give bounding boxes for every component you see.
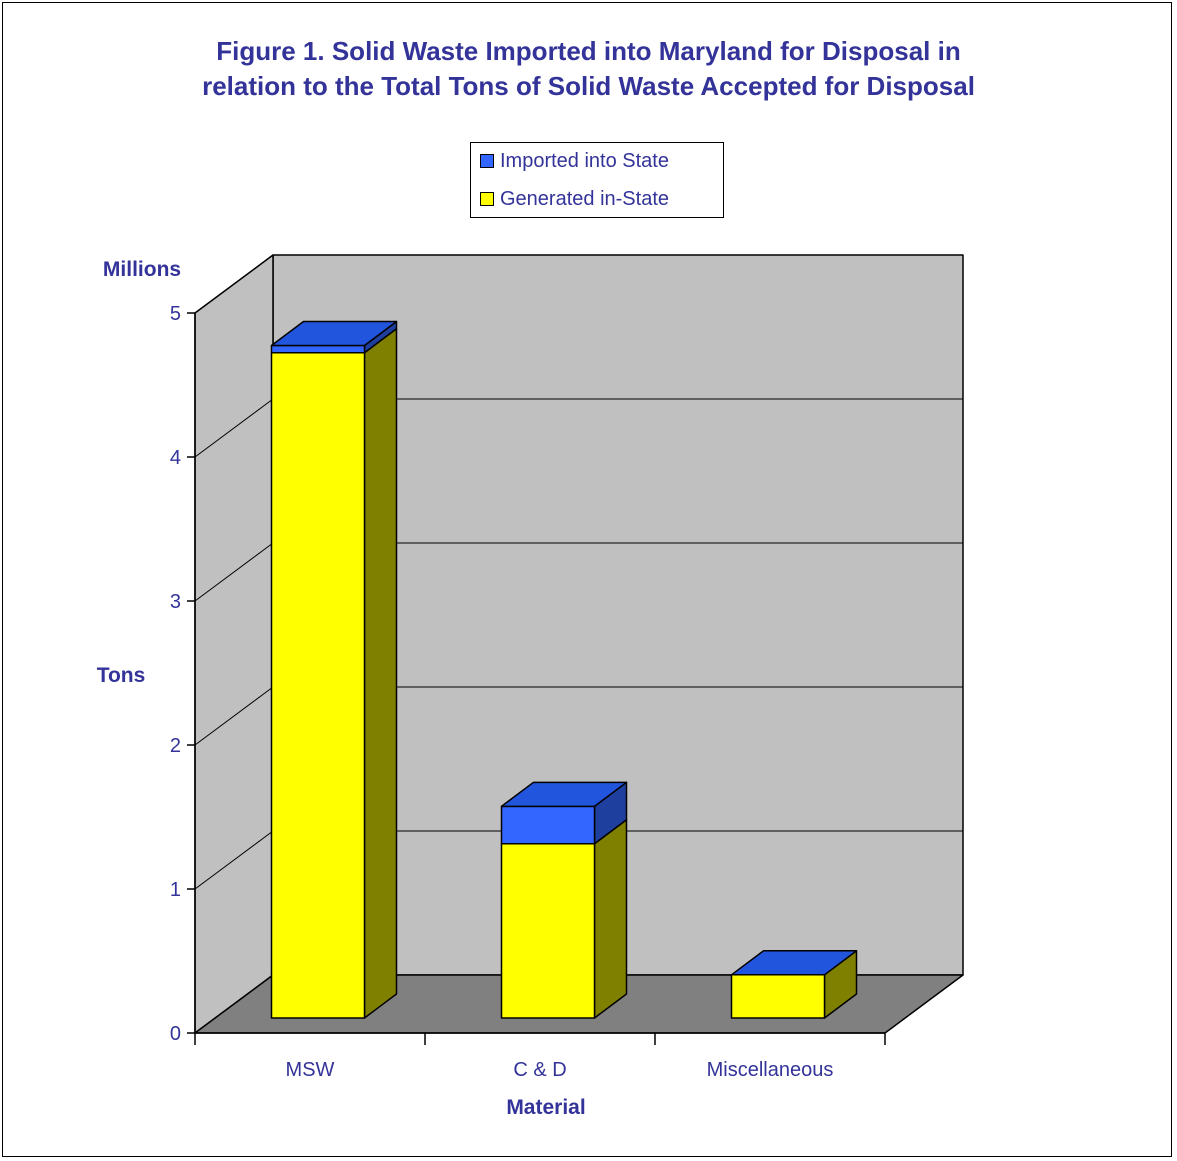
y-unit-label: Millions xyxy=(103,258,181,281)
bar-top xyxy=(730,950,858,976)
y-tick-label: 1 xyxy=(170,879,181,901)
bar-front-generated xyxy=(500,843,596,1019)
legend-swatch-generated xyxy=(480,192,494,206)
x-tick-label: C & D xyxy=(513,1059,566,1081)
gridline-side xyxy=(194,398,274,458)
gridline-side xyxy=(194,254,274,314)
bar-side-generated xyxy=(593,819,628,1019)
x-axis-title: Material xyxy=(506,1096,585,1119)
legend-item-generated: Generated in-State xyxy=(480,185,669,213)
legend-swatch-imported xyxy=(480,154,494,168)
gridline-side xyxy=(194,830,274,890)
bar-front-imported xyxy=(270,344,366,354)
chart-title-line-2: relation to the Total Tons of Solid Wast… xyxy=(202,71,975,101)
x-tick-label: Miscellaneous xyxy=(707,1059,834,1081)
legend-label-imported: Imported into State xyxy=(500,149,669,172)
bar-front-imported xyxy=(500,805,596,845)
gridline-side xyxy=(194,686,274,746)
bar-top xyxy=(500,781,628,808)
chart-title-line-1: Figure 1. Solid Waste Imported into Mary… xyxy=(216,36,961,66)
legend-item-imported: Imported into State xyxy=(480,147,669,175)
y-axis-title: Tons xyxy=(97,664,146,687)
gridline-side xyxy=(194,542,274,602)
bar-front-generated xyxy=(730,974,826,1019)
bar-front-generated xyxy=(270,351,366,1019)
legend-label-generated: Generated in-State xyxy=(500,187,669,210)
x-tick-label: MSW xyxy=(286,1059,335,1081)
chart-legend: Imported into State Generated in-State xyxy=(470,142,724,218)
bar-side-generated xyxy=(363,327,398,1019)
chart-title: Figure 1. Solid Waste Imported into Mary… xyxy=(0,34,1177,104)
bar-top xyxy=(270,320,398,347)
y-tick-label: 5 xyxy=(170,303,181,325)
y-tick-label: 4 xyxy=(170,447,181,469)
side-wall xyxy=(194,254,274,1034)
y-tick-label: 2 xyxy=(170,735,181,757)
y-tick-label: 0 xyxy=(170,1023,181,1045)
y-tick-label: 3 xyxy=(170,591,181,613)
